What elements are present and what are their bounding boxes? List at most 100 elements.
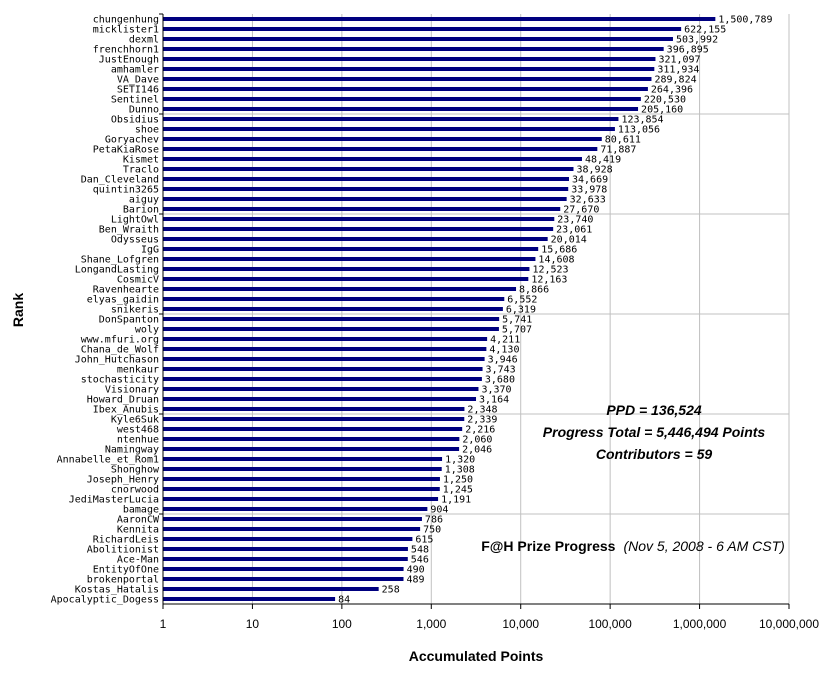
- bar: [163, 347, 487, 351]
- value-label: 6,552: [507, 295, 537, 306]
- category-label: Barion: [123, 205, 159, 216]
- bar: [163, 527, 421, 531]
- bar: [163, 377, 482, 381]
- value-label: 220,530: [644, 95, 686, 106]
- category-label: Abolitionist: [87, 545, 159, 556]
- value-label: 33,978: [571, 185, 607, 196]
- bar: [163, 517, 422, 521]
- value-label: 904: [430, 505, 448, 516]
- value-label: 786: [425, 515, 443, 526]
- value-label: 289,824: [654, 75, 696, 86]
- gridlines: [163, 14, 790, 604]
- value-label: 4,211: [490, 335, 520, 346]
- bar: [163, 157, 582, 161]
- bar: [163, 427, 463, 431]
- value-label: 23,740: [557, 215, 593, 226]
- category-label: Shane_Lofgren: [81, 255, 159, 266]
- category-label: Kismet: [123, 155, 159, 166]
- bar: [163, 37, 673, 41]
- value-label: 8,866: [519, 285, 549, 296]
- value-label: 311,934: [657, 65, 699, 76]
- bar: [163, 87, 648, 91]
- bar: [163, 597, 336, 601]
- category-label: amhamler: [111, 65, 159, 76]
- value-label: 12,523: [532, 265, 568, 276]
- category-label: shoe: [135, 125, 159, 136]
- value-label: 205,160: [641, 105, 683, 116]
- bar: [163, 147, 598, 151]
- category-label: VA_Dave: [117, 75, 159, 86]
- axes: 1 10 100 1,000 10,000 100,000 1,000,000 10,000,…: [159, 13, 819, 631]
- bar: [163, 577, 404, 581]
- value-label: 84: [338, 595, 350, 606]
- value-label: 5,741: [502, 315, 532, 326]
- value-label: 321,097: [658, 55, 700, 66]
- value-label: 123,854: [621, 115, 663, 126]
- bar: [163, 417, 465, 421]
- bar: [163, 237, 548, 241]
- value-label: 489: [407, 575, 425, 586]
- bar: [163, 497, 439, 501]
- x-tick-label: 1,000,000: [673, 617, 727, 631]
- chart-subtitle: (Nov 5, 2008 - 6 AM CST): [623, 538, 784, 554]
- bar: [163, 67, 655, 71]
- value-label: 1,245: [443, 485, 473, 496]
- bar: [163, 187, 569, 191]
- category-label: John_Hutchason: [75, 355, 159, 366]
- bar: [163, 557, 408, 561]
- category-label: SETI146: [117, 85, 159, 96]
- bar: [163, 457, 443, 461]
- category-label: Traclo: [123, 165, 159, 176]
- bar: [163, 177, 570, 181]
- bar: [163, 447, 460, 451]
- category-label: AaronCW: [117, 515, 160, 526]
- value-label: 71,887: [600, 145, 636, 156]
- category-label: EntityOfOne: [93, 565, 159, 576]
- category-label: ntenhue: [117, 435, 159, 446]
- value-label: 2,216: [465, 425, 495, 436]
- value-label: 12,163: [531, 275, 567, 286]
- bar: [163, 17, 716, 21]
- bar: [163, 387, 479, 391]
- value-label: 503,992: [676, 35, 718, 46]
- x-tick-label: 1: [160, 617, 167, 631]
- category-label: Chana_de_Wolf: [81, 345, 159, 356]
- category-label: Annabelle_et_Rom1: [57, 455, 159, 466]
- category-label: aiguy: [129, 195, 159, 206]
- category-label: bamage: [123, 505, 159, 516]
- value-label: 38,928: [577, 165, 613, 176]
- bar: [163, 167, 574, 171]
- value-label: 546: [411, 555, 429, 566]
- x-tick-label: 100,000: [588, 617, 632, 631]
- value-label: 1,308: [445, 465, 475, 476]
- value-label: 4,130: [489, 345, 519, 356]
- bar: [163, 207, 561, 211]
- category-label: Ravenhearte: [93, 285, 159, 296]
- value-label: 548: [411, 545, 429, 556]
- bar: [163, 317, 500, 321]
- value-label: 2,348: [467, 405, 497, 416]
- value-label: 27,670: [563, 205, 599, 216]
- bar: [163, 27, 682, 31]
- bar: [163, 57, 656, 61]
- bar: [163, 467, 442, 471]
- bar: [163, 507, 428, 511]
- bars: [163, 17, 716, 601]
- category-label: frenchhorn1: [93, 45, 159, 56]
- category-label: Odysseus: [111, 235, 159, 246]
- value-label: 3,680: [485, 375, 515, 386]
- value-label: 1,250: [443, 475, 473, 486]
- value-label: 2,060: [462, 435, 492, 446]
- bar: [163, 137, 602, 141]
- category-label: menkaur: [117, 365, 159, 376]
- value-label: 80,611: [605, 135, 641, 146]
- category-label: www.mfuri.org: [81, 335, 159, 346]
- x-axis-title: Accumulated Points: [409, 648, 544, 664]
- bar: [163, 257, 536, 261]
- x-tick-label: 10,000: [502, 617, 539, 631]
- bar: [163, 77, 652, 81]
- ppd-annotation: PPD = 136,524: [606, 402, 702, 418]
- bar: [163, 297, 505, 301]
- progress-total-annotation: Progress Total = 5,446,494 Points: [543, 424, 766, 440]
- value-label: 32,633: [570, 195, 606, 206]
